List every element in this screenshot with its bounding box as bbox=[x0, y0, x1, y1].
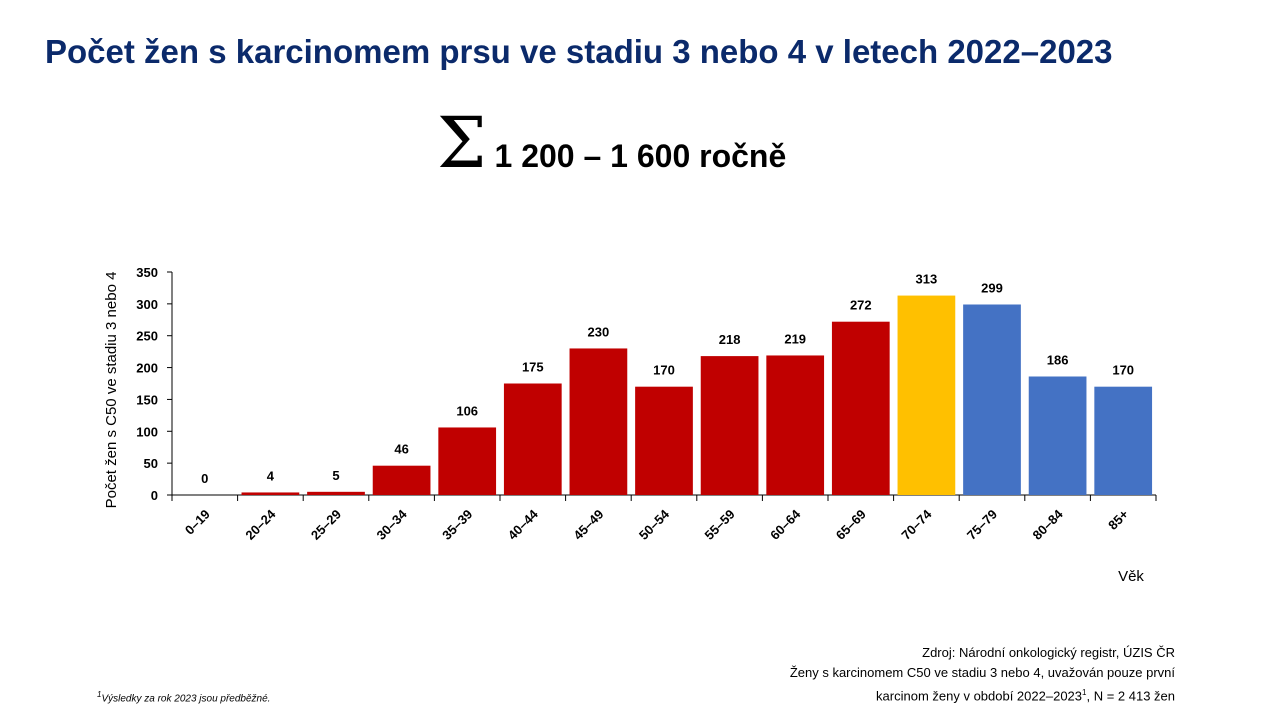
bar-70–74 bbox=[897, 295, 956, 495]
x-tick-label: 30–34 bbox=[374, 506, 411, 543]
x-tick-label: 25–29 bbox=[308, 507, 344, 543]
data-label: 186 bbox=[1047, 352, 1069, 367]
x-tick-label: 85+ bbox=[1105, 506, 1131, 532]
data-label: 170 bbox=[1112, 363, 1134, 378]
data-label: 170 bbox=[653, 363, 675, 378]
page-title: Počet žen s karcinomem prsu ve stadiu 3 … bbox=[45, 33, 1113, 70]
data-label: 272 bbox=[850, 298, 872, 313]
y-tick-label: 50 bbox=[144, 456, 158, 471]
summary: Σ 1 200 – 1 600 ročně bbox=[437, 108, 786, 178]
data-label: 313 bbox=[916, 272, 938, 287]
bar-30–34 bbox=[372, 465, 431, 495]
data-label: 5 bbox=[332, 468, 339, 483]
y-tick-label: 300 bbox=[136, 297, 158, 312]
data-label: 46 bbox=[394, 442, 408, 457]
bar-80–84 bbox=[1028, 376, 1087, 495]
data-label: 219 bbox=[784, 331, 806, 346]
data-label: 4 bbox=[267, 468, 275, 483]
y-tick-label: 150 bbox=[136, 392, 158, 407]
bar-75–79 bbox=[963, 304, 1021, 495]
source-line-3-suffix: , N = 2 413 žen bbox=[1086, 688, 1175, 704]
x-tick-label: 75–79 bbox=[964, 507, 1000, 543]
bar-65–69 bbox=[831, 321, 890, 495]
bar-85+ bbox=[1094, 386, 1153, 495]
footnote: 1Výsledky za rok 2023 jsou předběžné. bbox=[97, 690, 270, 704]
y-tick-label: 350 bbox=[136, 265, 158, 280]
data-label: 230 bbox=[588, 324, 610, 339]
data-label: 299 bbox=[981, 280, 1003, 295]
source-line-1: Zdroj: Národní onkologický registr, ÚZIS… bbox=[922, 645, 1175, 660]
bar-chart: Počet žen s C50 ve stadiu 3 nebo 4 Věk 0… bbox=[103, 265, 1157, 585]
summary-text: 1 200 – 1 600 ročně bbox=[494, 138, 787, 174]
bar-55–59 bbox=[700, 356, 759, 495]
x-tick-label: 0–19 bbox=[182, 507, 213, 538]
x-tick-label: 80–84 bbox=[1030, 506, 1067, 543]
data-label: 218 bbox=[719, 332, 741, 347]
x-tick-label: 20–24 bbox=[242, 506, 279, 543]
footnote-text: Výsledky za rok 2023 jsou předběžné. bbox=[101, 693, 271, 705]
x-tick-label: 45–49 bbox=[570, 507, 606, 543]
source-line-3-text: karcinom ženy v období 2022–2023 bbox=[876, 688, 1083, 704]
x-tick-label: 50–54 bbox=[636, 506, 673, 543]
x-axis-label: Věk bbox=[1118, 568, 1144, 585]
data-label: 175 bbox=[522, 360, 544, 375]
source-superscript: 1 bbox=[1082, 688, 1087, 697]
plot-area: 0 50 100 150 200 250 300 350 0 0–19 4 20–24 5 25–29 46… bbox=[136, 265, 1157, 543]
x-tick-label: 40–44 bbox=[505, 506, 542, 543]
data-label: 0 bbox=[201, 471, 208, 486]
x-tick-label: 70–74 bbox=[898, 506, 935, 543]
data-label: 106 bbox=[456, 403, 478, 418]
footnote-superscript: 1 bbox=[97, 690, 102, 699]
source-line-3: karcinom ženy v období 2022–20231, N = 2… bbox=[790, 683, 1175, 706]
y-tick-label: 250 bbox=[136, 329, 158, 344]
bar-35–39 bbox=[438, 427, 497, 495]
x-tick-label: 55–59 bbox=[702, 507, 738, 543]
y-tick-label: 200 bbox=[136, 361, 158, 376]
bar-45–49 bbox=[569, 348, 628, 495]
sigma-icon: Σ bbox=[437, 102, 487, 184]
bar-20–24 bbox=[241, 492, 300, 495]
bar-40–44 bbox=[503, 383, 562, 495]
y-tick-label: 0 bbox=[151, 488, 158, 503]
x-tick-label: 65–69 bbox=[833, 507, 869, 543]
source-note: Zdroj: Národní onkologický registr, ÚZIS… bbox=[790, 643, 1175, 706]
x-tick-label: 35–39 bbox=[439, 507, 475, 543]
bar-60–64 bbox=[766, 355, 825, 495]
bar-25–29 bbox=[307, 491, 365, 495]
x-tick-label: 60–64 bbox=[767, 506, 804, 543]
y-axis-label: Počet žen s C50 ve stadiu 3 nebo 4 bbox=[103, 272, 120, 509]
y-tick-label: 100 bbox=[136, 424, 158, 439]
bar-50–54 bbox=[635, 386, 693, 495]
source-line-2: Ženy s karcinomem C50 ve stadiu 3 nebo 4… bbox=[789, 665, 1175, 680]
